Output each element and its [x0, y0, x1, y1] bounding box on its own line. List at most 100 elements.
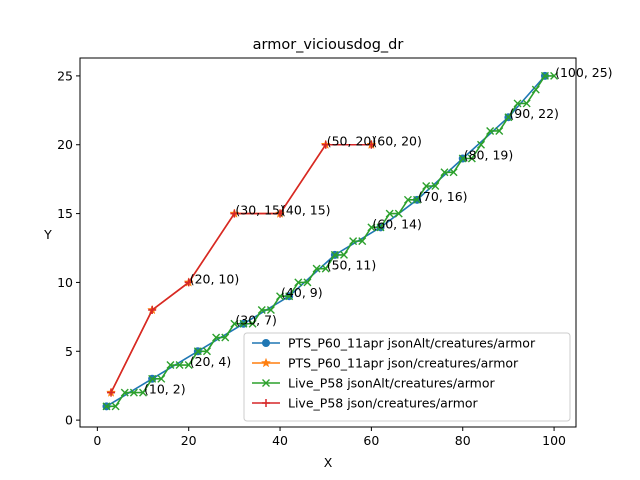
legend-swatch-marker	[262, 399, 270, 407]
annotation-label: (80, 19)	[464, 148, 514, 163]
legend-item: Live_P58 json/creatures/armor	[252, 396, 479, 411]
data-point	[403, 195, 412, 204]
data-point	[367, 140, 376, 149]
data-point	[184, 361, 193, 370]
data-point	[276, 209, 285, 218]
data-point	[166, 361, 175, 370]
x-tick-label: 80	[455, 433, 471, 448]
legend-label: Live_P58 jsonAlt/creatures/armor	[288, 376, 495, 391]
data-point	[504, 113, 513, 122]
annotation-label: (20, 4)	[190, 354, 232, 369]
x-tick-label: 20	[181, 433, 197, 448]
data-point	[248, 319, 257, 328]
annotation-label: (60, 20)	[372, 134, 422, 149]
data-point	[440, 168, 449, 177]
data-point	[321, 140, 330, 149]
data-point	[107, 388, 116, 397]
annotation-label: (40, 9)	[281, 285, 323, 300]
data-point	[531, 85, 540, 94]
annotation-label: (60, 14)	[372, 216, 422, 231]
data-point	[513, 99, 522, 108]
series-3	[107, 140, 376, 397]
data-point	[230, 209, 239, 218]
series-2	[102, 71, 559, 411]
x-axis-label: X	[324, 455, 333, 470]
data-point	[394, 209, 403, 218]
data-point	[522, 99, 531, 108]
annotation-label: (30, 15)	[235, 203, 285, 218]
legend-item: Live_P58 jsonAlt/creatures/armor	[252, 376, 495, 391]
data-point	[486, 126, 495, 135]
legend-swatch-marker	[262, 339, 270, 347]
data-point	[148, 374, 157, 383]
annotation-label: (30, 7)	[235, 313, 277, 328]
data-point	[148, 305, 157, 314]
data-point	[349, 237, 358, 246]
legend-box	[243, 332, 571, 422]
data-point	[458, 154, 467, 163]
y-axis-label: Y	[43, 227, 52, 242]
data-point	[495, 126, 504, 135]
data-point	[413, 195, 422, 204]
data-point	[157, 374, 166, 383]
data-point	[139, 388, 148, 397]
annotation-label: (100, 25)	[555, 65, 612, 80]
annotation-label: (50, 20)	[327, 134, 377, 149]
data-point	[449, 168, 458, 177]
data-point	[303, 278, 312, 287]
x-tick-label: 100	[542, 433, 566, 448]
legend-swatch-marker	[262, 379, 270, 387]
annotation-label: (20, 10)	[190, 271, 240, 286]
data-point	[422, 182, 431, 191]
data-point	[212, 333, 221, 342]
data-point	[339, 250, 348, 259]
legend-item: PTS_P60_11apr jsonAlt/creatures/armor	[252, 336, 536, 351]
legend-item: PTS_P60_11apr json/creatures/armor	[252, 356, 519, 371]
data-point	[230, 319, 239, 328]
data-point	[385, 209, 394, 218]
data-point	[477, 140, 485, 149]
legend-label: PTS_P60_11apr json/creatures/armor	[288, 356, 519, 371]
data-point	[550, 71, 559, 80]
legend-label: Live_P58 json/creatures/armor	[288, 396, 479, 411]
legend: PTS_P60_11apr jsonAlt/creatures/armor PTS…	[243, 332, 571, 422]
x-tick-label: 60	[363, 433, 379, 448]
data-point	[202, 347, 211, 356]
chart-title: armor_viciousdog_dr	[253, 37, 404, 53]
data-point	[431, 182, 440, 191]
y-tick-label: 10	[57, 275, 73, 290]
data-point	[358, 237, 367, 246]
data-point	[330, 250, 339, 259]
data-point	[367, 223, 376, 232]
y-tick-label: 15	[57, 206, 73, 221]
data-point	[285, 292, 294, 301]
annotation-label: (70, 16)	[418, 189, 468, 204]
data-point	[257, 305, 266, 314]
data-point	[540, 71, 549, 80]
data-point	[221, 333, 230, 342]
data-point	[111, 402, 120, 411]
plot-frame	[79, 57, 577, 428]
x-tick-label: 40	[272, 433, 288, 448]
data-point	[193, 347, 202, 356]
data-point	[312, 264, 321, 273]
data-point	[276, 292, 285, 301]
data-point	[266, 305, 275, 314]
data-point	[102, 402, 111, 411]
data-point	[467, 154, 476, 163]
data-point	[175, 361, 184, 370]
legend-label: PTS_P60_11apr jsonAlt/creatures/armor	[288, 336, 536, 351]
annotation-label: (90, 22)	[509, 106, 559, 121]
y-tick-label: 5	[65, 344, 73, 359]
annotation-label: (10, 2)	[144, 382, 186, 397]
annotation-label: (40, 15)	[281, 203, 331, 218]
y-tick-label: 25	[57, 68, 73, 83]
annotation-label: (50, 11)	[327, 258, 377, 273]
data-point	[321, 264, 330, 273]
legend-swatch-marker	[260, 357, 272, 368]
data-point	[239, 319, 248, 328]
data-point	[294, 278, 303, 287]
x-tick-label: 0	[93, 433, 101, 448]
data-point	[376, 223, 385, 232]
